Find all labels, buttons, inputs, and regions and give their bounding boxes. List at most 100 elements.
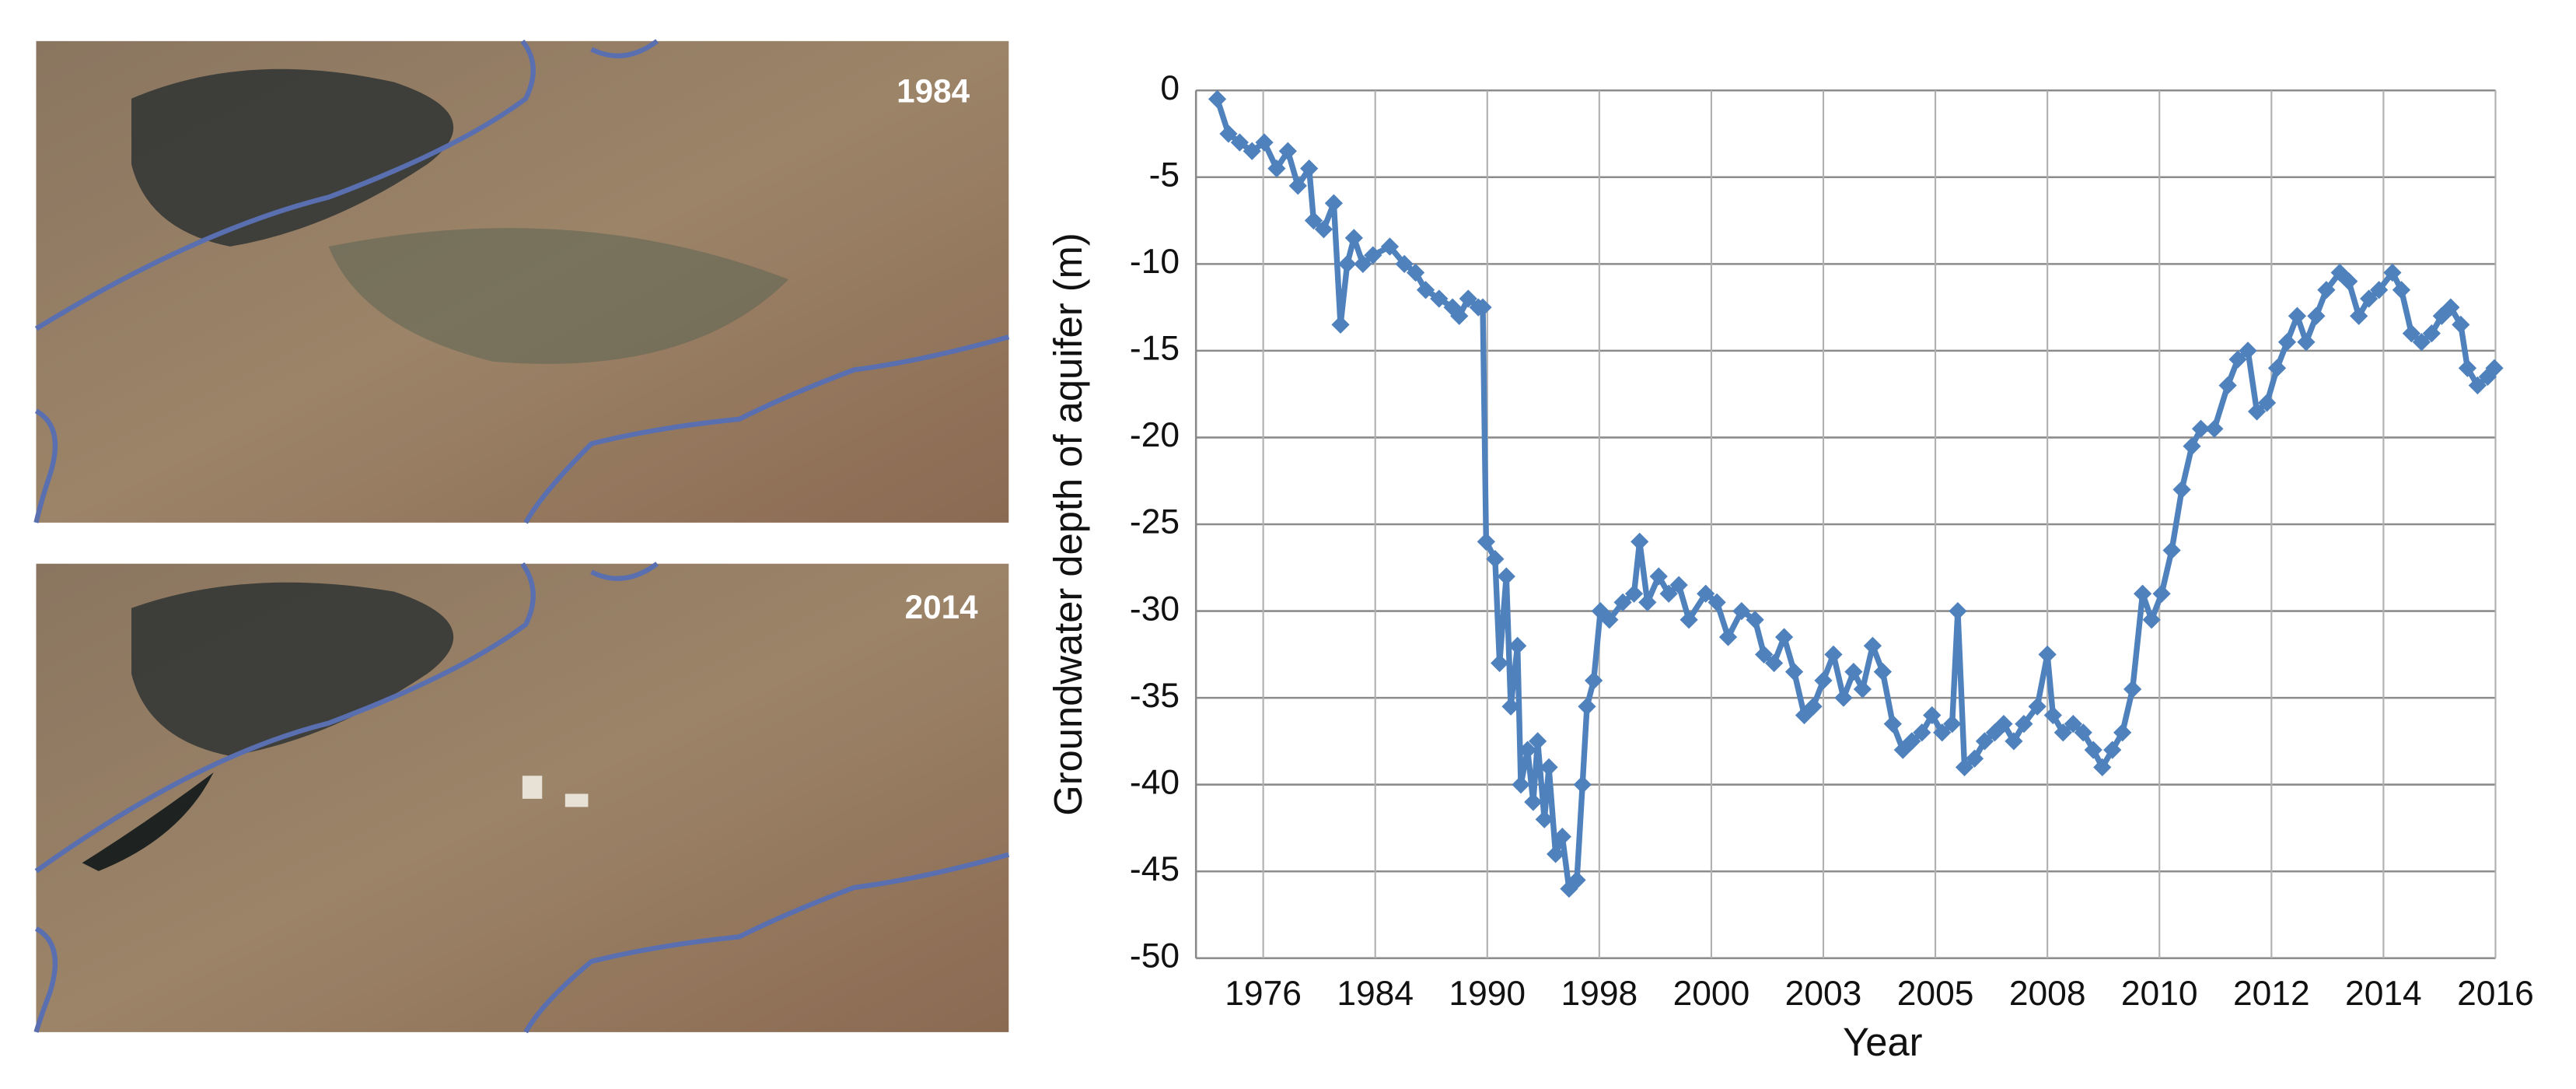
y-tick-label: -15 (1130, 330, 1180, 368)
y-tick-label: -50 (1130, 937, 1180, 975)
x-tick-label: 2003 (1785, 975, 1862, 1013)
y-tick-label: -40 (1130, 763, 1180, 801)
data-point (1943, 714, 1962, 734)
data-point (1208, 89, 1227, 108)
data-point (1949, 601, 1967, 621)
data-point (2307, 306, 2326, 325)
y-tick-label: -30 (1130, 590, 1180, 628)
data-point (1528, 732, 1547, 751)
data-point (1824, 645, 1843, 664)
y-tick-label: -45 (1130, 850, 1180, 888)
data-point (1624, 584, 1644, 603)
data-point (1718, 628, 1738, 646)
data-point (1364, 246, 1382, 264)
data-point (1994, 714, 2013, 734)
satellite-1984: 1984 (33, 39, 1010, 524)
data-point (1814, 671, 1833, 690)
data-point (2205, 419, 2224, 438)
data-point (2485, 359, 2504, 377)
x-tick-label: 1984 (1337, 975, 1414, 1013)
x-tick-label: 2014 (2345, 975, 2422, 1013)
data-point (1535, 810, 1554, 828)
data-point (1631, 532, 1649, 551)
fields (328, 228, 789, 364)
data-point (2297, 333, 2316, 352)
data-point (1497, 567, 1515, 586)
data-point (1883, 714, 1902, 734)
river (33, 39, 1010, 524)
data-point (2412, 333, 2431, 352)
data-point (1338, 254, 1357, 273)
x-tick-label: 1998 (1561, 975, 1638, 1013)
data-point (2123, 680, 2142, 699)
y-tick-label: -5 (1149, 156, 1180, 194)
data-point (2134, 584, 2152, 603)
data-point (2162, 541, 2181, 560)
data-point (1267, 159, 1286, 178)
image-label: 1984 (897, 73, 970, 110)
data-point (1430, 289, 1449, 308)
y-tick-label: -35 (1130, 677, 1180, 715)
mountain (131, 68, 454, 247)
data-point (1344, 229, 1363, 247)
data-point (1219, 124, 1238, 143)
data-point (1638, 593, 1657, 612)
data-point (1784, 663, 1804, 681)
image-label: 2014 (905, 589, 978, 625)
data-point (1491, 653, 1509, 673)
data-point (1553, 828, 1571, 846)
data-point (1659, 584, 1678, 603)
data-point (1473, 298, 1492, 317)
data-point (2239, 341, 2257, 360)
y-tick-label: 0 (1160, 69, 1180, 107)
data-point (2084, 741, 2102, 759)
data-point (1459, 289, 1477, 308)
data-point (1649, 567, 1668, 586)
data-point (1873, 663, 1892, 681)
building (564, 793, 589, 807)
data-point (1300, 159, 1319, 178)
data-point (1600, 611, 1619, 629)
data-point (2064, 714, 2082, 734)
data-point (1573, 776, 1592, 794)
mountain (131, 582, 454, 756)
data-point (2103, 741, 2122, 759)
data-point (2257, 394, 2277, 412)
data-point (1834, 688, 1853, 707)
x-tick-label: 1976 (1225, 975, 1302, 1013)
y-tick-label: -25 (1130, 503, 1180, 541)
data-point (2288, 306, 2307, 325)
data-point (1863, 636, 1882, 655)
data-point (2142, 611, 2161, 629)
data-point (1746, 611, 1764, 629)
data-point (2183, 436, 2201, 456)
y-tick-label: -10 (1130, 243, 1180, 281)
data-point (1707, 593, 1726, 612)
data-point (2191, 419, 2211, 438)
data-point (2452, 315, 2470, 334)
data-point (1519, 741, 1537, 759)
data-point (1755, 645, 1774, 664)
river (33, 562, 1010, 1034)
data-point (1669, 576, 1688, 594)
data-point (2350, 306, 2368, 325)
data-point (1853, 680, 1872, 699)
data-point (1354, 254, 1372, 273)
data-point (1547, 845, 1565, 863)
data-point (1486, 550, 1505, 569)
data-point (1585, 671, 1603, 690)
data-point (2441, 298, 2460, 317)
data-point (1540, 758, 1558, 777)
data-point (1568, 870, 1586, 890)
data-point (2468, 376, 2487, 395)
x-tick-label: 2008 (2009, 975, 2086, 1013)
data-point (2005, 732, 2023, 751)
data-point (1278, 142, 1297, 160)
data-point (2152, 584, 2171, 603)
data-point (1804, 697, 1823, 716)
data-point (1764, 653, 1784, 673)
data-point (2038, 645, 2057, 664)
data-point (1324, 194, 1344, 212)
